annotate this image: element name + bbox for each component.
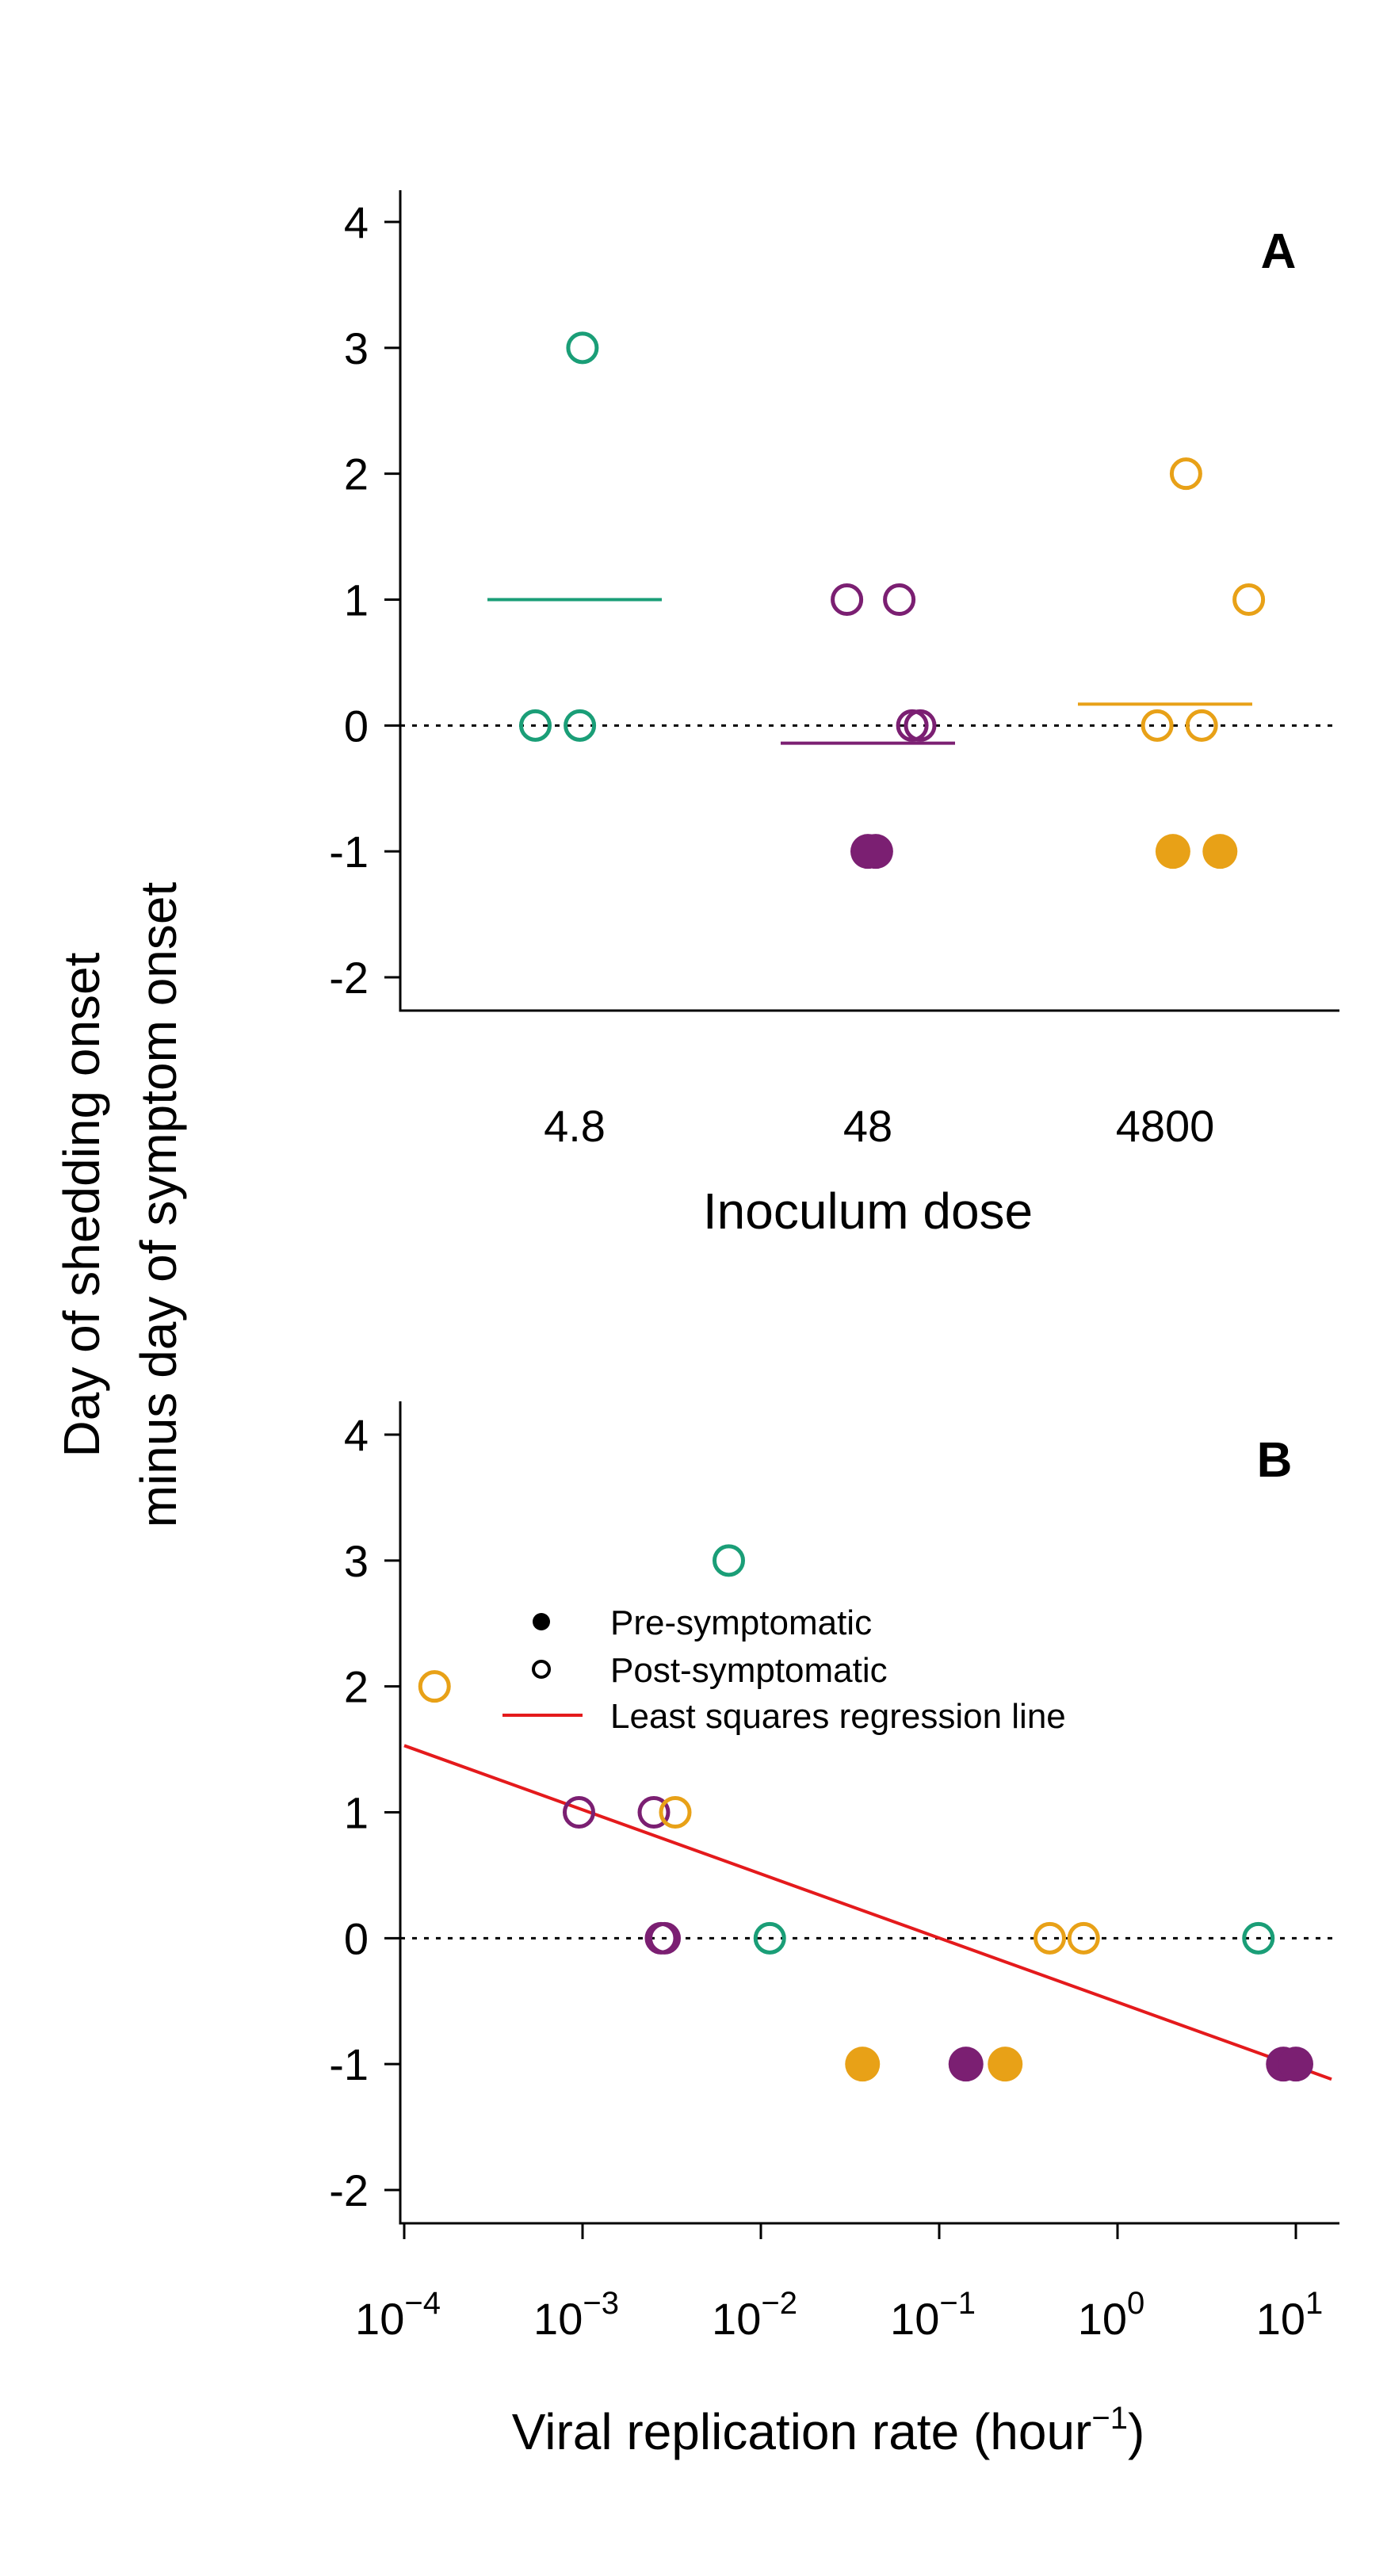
y-tick-label: 1 — [344, 1788, 369, 1838]
y-tick-label: 0 — [344, 701, 369, 751]
point-pre-symptomatic — [1202, 834, 1238, 869]
x-tick-base: 10 — [1078, 2294, 1127, 2344]
point-post-symptomatic — [564, 709, 597, 742]
point-post-symptomatic — [1169, 457, 1202, 491]
y-tick-label: -2 — [329, 2165, 369, 2215]
point-post-symptomatic — [713, 1544, 745, 1577]
x-tick-exponent: −1 — [939, 2286, 976, 2321]
panel-b-regression-line — [403, 1744, 1332, 2081]
panel-b-x-axis-title: Viral replication rate (hour−1) — [512, 2401, 1145, 2460]
legend-marker-filled — [533, 1613, 550, 1630]
x-tick-base: 10 — [712, 2294, 761, 2344]
panel-b-x-axis: 10−4 10−3 10−2 10−1 100 101 — [355, 2223, 1323, 2344]
point-post-symptomatic — [1242, 1921, 1275, 1955]
point-post-symptomatic — [519, 709, 552, 742]
panel-b-axes — [399, 1401, 1339, 2225]
panel-a-x-axis: 4.8 48 4800 — [544, 1101, 1214, 1151]
point-post-symptomatic — [659, 1796, 692, 1829]
legend-label-post: Post-symptomatic — [610, 1651, 888, 1690]
x-tick-label: 10−3 — [533, 2286, 619, 2344]
point-post-symptomatic — [753, 1921, 786, 1955]
y-tick-label: 1 — [344, 575, 369, 625]
y-tick-label: 2 — [344, 1662, 369, 1712]
y-tick-label: 0 — [344, 1913, 369, 1963]
y-tick-label: -1 — [329, 2039, 369, 2089]
x-tick-exponent: 0 — [1127, 2286, 1144, 2321]
panel-a-axes — [399, 190, 1339, 1012]
point-post-symptomatic — [637, 1796, 671, 1829]
x-tick-label: 100 — [1078, 2286, 1145, 2344]
y-tick-label: 3 — [344, 323, 369, 373]
point-pre-symptomatic — [988, 2047, 1023, 2082]
y-axis-title-line1: Day of shedding onset — [53, 952, 110, 1457]
x-tick-label: 10−4 — [355, 2286, 441, 2344]
point-post-symptomatic — [1141, 709, 1174, 742]
panel-a-x-axis-title: Inoculum dose — [703, 1183, 1033, 1240]
x-tick-base: 10 — [1256, 2294, 1305, 2344]
point-post-symptomatic — [1067, 1921, 1100, 1955]
y-tick-label: 3 — [344, 1536, 369, 1586]
panel-a-points — [519, 331, 1266, 869]
legend-label-regression: Least squares regression line — [610, 1697, 1066, 1736]
panel-a-mean-lines — [487, 598, 1252, 745]
x-tick-label: 101 — [1256, 2286, 1324, 2344]
point-post-symptomatic — [896, 709, 929, 742]
x-tick-exponent: −3 — [583, 2286, 619, 2321]
x-tick-label: 10−1 — [890, 2286, 976, 2344]
point-post-symptomatic — [904, 709, 937, 742]
x-tick-exponent: −2 — [761, 2286, 797, 2321]
x-tick-exponent: −4 — [404, 2286, 441, 2321]
x-title-close: ) — [1128, 2403, 1144, 2460]
x-tick-base: 10 — [355, 2294, 404, 2344]
x-tick-base: 10 — [533, 2294, 583, 2344]
panel-b-label: B — [1257, 1433, 1293, 1488]
legend-marker-open — [532, 1660, 551, 1679]
point-post-symptomatic — [418, 1670, 451, 1703]
y-axis-title-line2: minus day of symptom onset — [130, 882, 187, 1528]
point-post-symptomatic — [883, 583, 916, 616]
legend: Pre-symptomatic Post-symptomatic Least s… — [502, 1603, 1066, 1736]
point-post-symptomatic — [831, 583, 864, 616]
panel-a-label: A — [1261, 224, 1297, 279]
point-post-symptomatic — [566, 331, 599, 365]
point-pre-symptomatic — [858, 834, 893, 869]
x-tick-exponent: 1 — [1305, 2286, 1323, 2321]
panel-a-y-axis: -2 -1 0 1 2 3 4 — [329, 197, 400, 1003]
panel-b-points — [418, 1544, 1313, 2082]
y-tick-label: -1 — [329, 827, 369, 877]
point-post-symptomatic — [1232, 583, 1266, 616]
panel-a: -2 -1 0 1 2 3 4 4.8 48 4800 A Inoculum dose — [329, 190, 1339, 1240]
point-post-symptomatic — [1034, 1921, 1066, 1955]
regression-line — [403, 1744, 1332, 2081]
point-post-symptomatic — [648, 1921, 681, 1955]
x-tick-label: 4800 — [1116, 1101, 1215, 1151]
point-post-symptomatic — [1185, 709, 1218, 742]
point-pre-symptomatic — [1155, 834, 1190, 869]
y-tick-label: 4 — [344, 1410, 369, 1460]
point-post-symptomatic — [563, 1796, 595, 1829]
x-tick-label: 4.8 — [544, 1101, 606, 1151]
y-tick-label: -2 — [329, 953, 369, 1003]
point-pre-symptomatic — [948, 2047, 984, 2082]
y-tick-label: 4 — [344, 197, 369, 247]
y-tick-label: 2 — [344, 449, 369, 499]
x-tick-label: 10−2 — [712, 2286, 797, 2344]
panel-b-y-axis: -2 -1 0 1 2 3 4 — [329, 1410, 400, 2215]
point-pre-symptomatic — [1278, 2047, 1313, 2082]
x-tick-label: 48 — [843, 1101, 892, 1151]
x-title-exponent: −1 — [1091, 2401, 1128, 2436]
x-tick-base: 10 — [890, 2294, 939, 2344]
point-pre-symptomatic — [845, 2047, 881, 2082]
x-title-main: Viral replication rate (hour — [512, 2403, 1092, 2460]
legend-label-pre: Pre-symptomatic — [610, 1603, 872, 1642]
